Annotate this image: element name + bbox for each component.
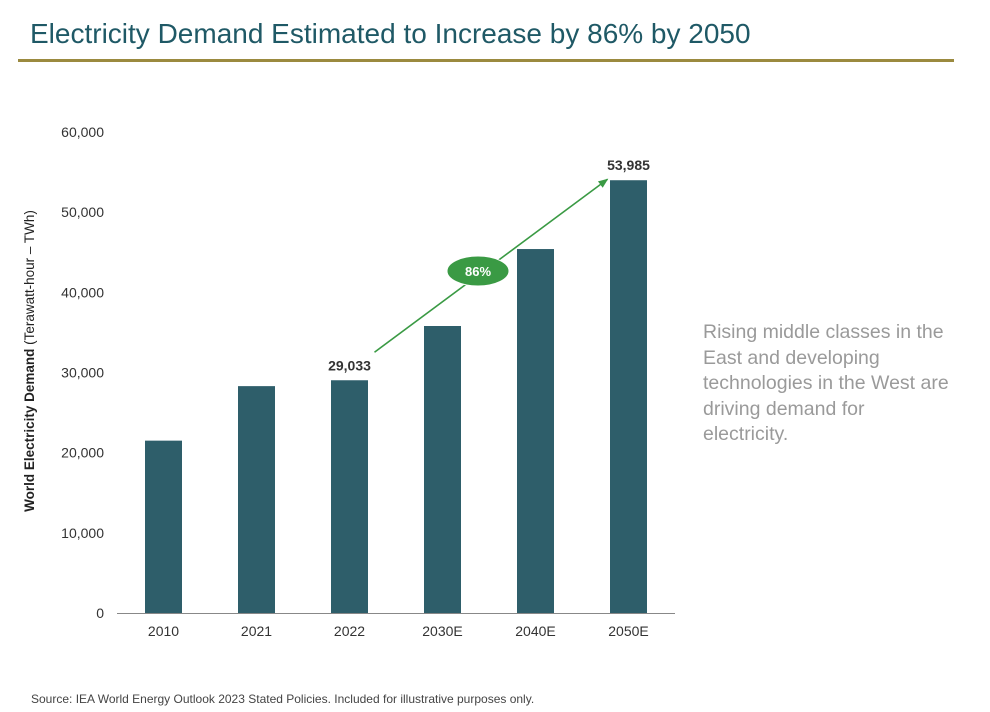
x-tick-label: 2050E bbox=[608, 623, 648, 639]
bar-2030e bbox=[424, 326, 461, 613]
x-tick-label: 2040E bbox=[515, 623, 555, 639]
y-tick-label: 0 bbox=[96, 605, 104, 621]
y-axis-ticks: 0 10,000 20,000 30,000 40,000 50,000 60,000 bbox=[61, 124, 104, 621]
x-tick-label: 2010 bbox=[148, 623, 179, 639]
growth-badge bbox=[446, 255, 510, 287]
data-label: 29,033 bbox=[328, 357, 371, 373]
bar-2040e bbox=[517, 249, 554, 613]
y-axis-label: World Electricity Demand (Terawatt-hour … bbox=[22, 210, 37, 512]
data-labels: 29,033 53,985 bbox=[328, 157, 650, 373]
page-title: Electricity Demand Estimated to Increase… bbox=[30, 18, 751, 49]
bars bbox=[145, 180, 647, 613]
growth-badge-label: 86% bbox=[465, 264, 491, 279]
y-tick-label: 10,000 bbox=[61, 525, 104, 541]
y-axis-label-main: World Electricity Demand bbox=[22, 349, 37, 512]
x-tick-label: 2021 bbox=[241, 623, 272, 639]
bar-2050e bbox=[610, 180, 647, 613]
bar-2010 bbox=[145, 440, 182, 613]
y-tick-label: 30,000 bbox=[61, 365, 104, 381]
x-tick-label: 2030E bbox=[422, 623, 462, 639]
side-note: Rising middle classes in the East and de… bbox=[703, 321, 949, 445]
data-label: 53,985 bbox=[607, 157, 650, 173]
growth-annotation: 86% bbox=[374, 178, 609, 353]
bar-2021 bbox=[238, 386, 275, 613]
x-axis-ticks: 2010 2021 2022 2030E 2040E 2050E bbox=[148, 623, 649, 639]
source-footnote: Source: IEA World Energy Outlook 2023 St… bbox=[31, 692, 535, 706]
title-divider bbox=[18, 59, 954, 62]
y-tick-label: 50,000 bbox=[61, 204, 104, 220]
y-tick-label: 60,000 bbox=[61, 124, 104, 140]
y-tick-label: 40,000 bbox=[61, 284, 104, 300]
bar-2022 bbox=[331, 380, 368, 613]
y-tick-label: 20,000 bbox=[61, 445, 104, 461]
x-tick-label: 2022 bbox=[334, 623, 365, 639]
y-axis-label-unit: (Terawatt-hour – TWh) bbox=[22, 210, 37, 349]
